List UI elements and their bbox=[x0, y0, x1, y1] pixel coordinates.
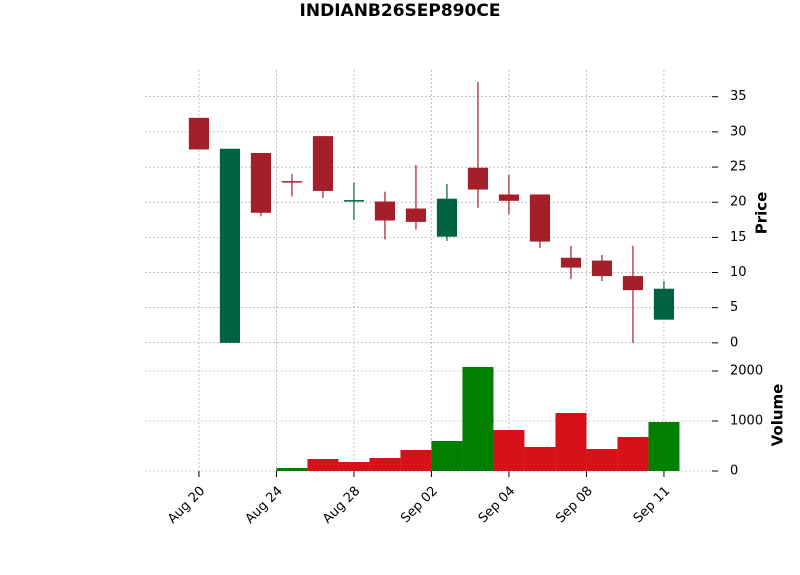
volume-bar bbox=[648, 422, 680, 471]
candle-body bbox=[529, 194, 551, 242]
x-tick-label: Sep 08 bbox=[553, 484, 596, 527]
x-tick-label: Sep 02 bbox=[398, 484, 441, 527]
volume-bar bbox=[400, 450, 432, 471]
x-tick-label: Sep 11 bbox=[631, 484, 674, 527]
x-tick-label: Sep 04 bbox=[476, 484, 519, 527]
candle-body bbox=[498, 194, 520, 201]
candle-body bbox=[405, 208, 427, 222]
y-tick-label: 35 bbox=[730, 89, 747, 104]
candle-body bbox=[312, 136, 334, 191]
volume-tick-label: 1000 bbox=[730, 414, 763, 429]
x-tick-label: Aug 20 bbox=[165, 484, 208, 527]
volume-axis-label: Volume bbox=[769, 384, 787, 447]
volume-bar bbox=[307, 459, 339, 471]
candle-body bbox=[560, 257, 582, 268]
candle-body bbox=[591, 260, 613, 277]
candle-body bbox=[219, 148, 241, 343]
volume-bar bbox=[431, 441, 463, 471]
y-tick-label: 30 bbox=[730, 124, 747, 139]
candle-body bbox=[343, 200, 365, 202]
volume-bar bbox=[617, 437, 649, 471]
y-tick-label: 20 bbox=[730, 195, 747, 210]
candle-body bbox=[436, 198, 458, 237]
candle-body bbox=[250, 152, 272, 213]
candle-body bbox=[653, 288, 675, 320]
y-tick-label: 5 bbox=[730, 300, 738, 315]
volume-bar bbox=[555, 413, 587, 471]
volume-bar bbox=[493, 430, 525, 471]
x-tick-label: Aug 24 bbox=[243, 484, 286, 527]
volume-bar bbox=[524, 447, 556, 471]
candle-body bbox=[467, 167, 489, 190]
candle-body bbox=[622, 276, 644, 291]
y-axis-label: Price bbox=[753, 192, 771, 235]
chart-title: INDIANB26SEP890CE bbox=[300, 1, 501, 21]
volume-bar bbox=[462, 367, 494, 471]
candle-body bbox=[281, 181, 303, 183]
volume-tick-label: 0 bbox=[730, 464, 738, 479]
y-tick-label: 15 bbox=[730, 230, 747, 245]
volume-bar bbox=[586, 449, 618, 471]
y-tick-label: 0 bbox=[730, 335, 738, 350]
x-tick-label: Aug 28 bbox=[320, 484, 363, 527]
candle-body bbox=[188, 117, 210, 150]
volume-bar bbox=[338, 462, 370, 471]
y-tick-label: 25 bbox=[730, 160, 747, 175]
y-tick-label: 10 bbox=[730, 265, 747, 280]
candle-body bbox=[374, 201, 396, 221]
volume-tick-label: 2000 bbox=[730, 364, 763, 379]
volume-bar bbox=[276, 468, 308, 471]
volume-bar bbox=[369, 458, 401, 471]
